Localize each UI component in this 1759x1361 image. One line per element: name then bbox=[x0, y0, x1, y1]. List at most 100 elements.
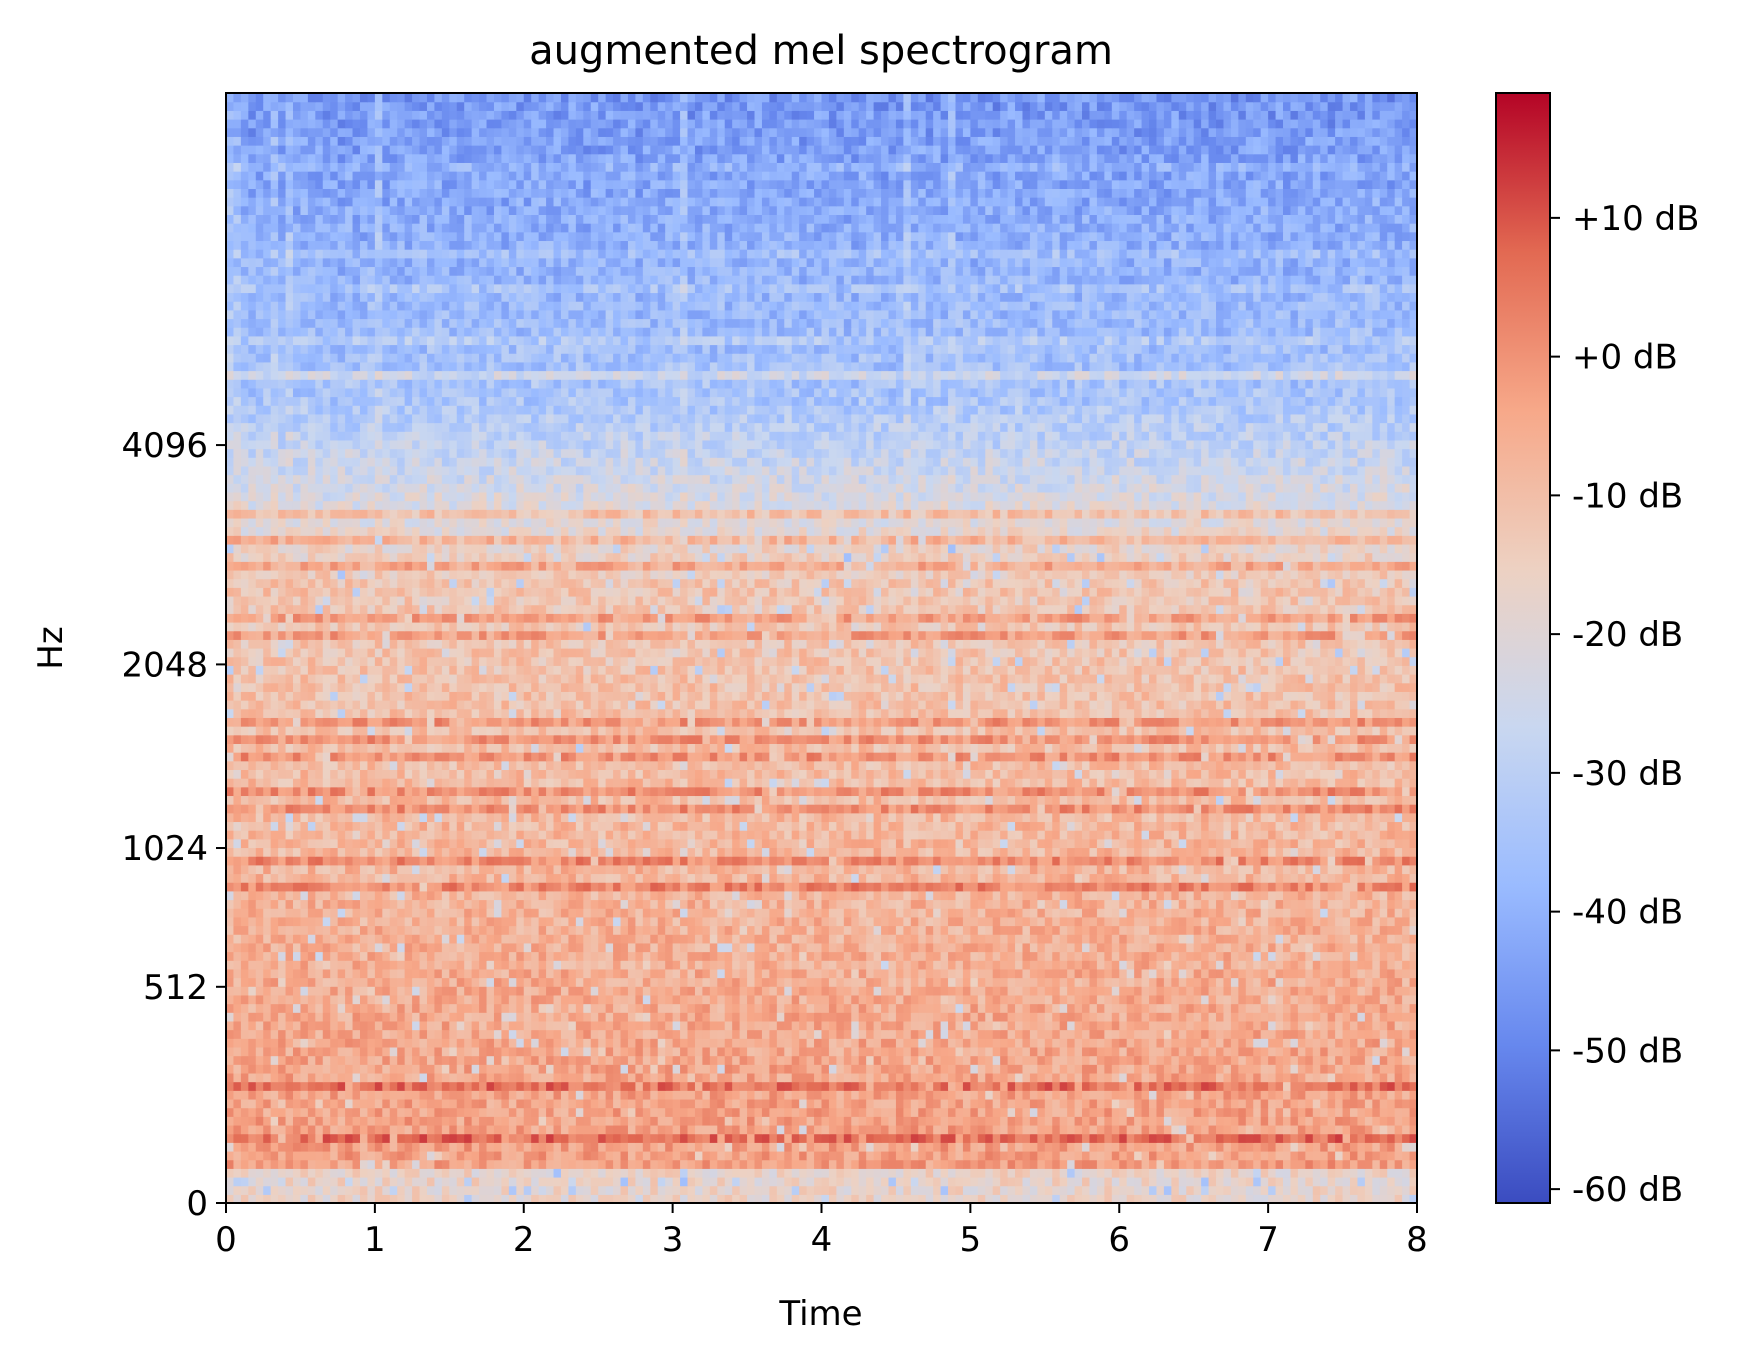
heatmap-cell bbox=[1156, 1064, 1165, 1074]
heatmap-cell bbox=[270, 1090, 279, 1100]
heatmap-cell bbox=[1186, 1185, 1195, 1195]
heatmap-cell bbox=[1201, 994, 1210, 1005]
heatmap-cell bbox=[1126, 977, 1135, 987]
heatmap-cell bbox=[456, 1012, 465, 1022]
heatmap-cell bbox=[546, 1081, 555, 1091]
heatmap-cell bbox=[1067, 960, 1076, 970]
heatmap-cell bbox=[851, 1038, 860, 1048]
heatmap-cell bbox=[754, 1081, 763, 1091]
heatmap-cell bbox=[1193, 1176, 1202, 1187]
heatmap-cell bbox=[1327, 1003, 1336, 1013]
heatmap-cell bbox=[828, 986, 837, 996]
heatmap-cell bbox=[464, 1090, 473, 1100]
heatmap-cell bbox=[635, 1072, 644, 1083]
heatmap-cell bbox=[851, 977, 860, 987]
heatmap-cell bbox=[1364, 1116, 1373, 1126]
heatmap-cell bbox=[1394, 951, 1403, 961]
heatmap-cell bbox=[1387, 1038, 1396, 1048]
heatmap-cell bbox=[486, 1064, 495, 1074]
heatmap-cell bbox=[389, 1012, 398, 1022]
heatmap-cell bbox=[464, 1038, 473, 1048]
heatmap-cell bbox=[665, 1072, 674, 1083]
heatmap-cell bbox=[1253, 1142, 1262, 1152]
heatmap-cell bbox=[1223, 994, 1232, 1005]
heatmap-cell bbox=[546, 1133, 555, 1143]
heatmap-cell bbox=[1193, 1003, 1202, 1013]
heatmap-cell bbox=[866, 1081, 875, 1091]
heatmap-cell bbox=[1283, 1090, 1292, 1100]
heatmap-cell bbox=[248, 1072, 257, 1083]
heatmap-cell bbox=[866, 1072, 875, 1083]
heatmap-cell bbox=[895, 1107, 904, 1117]
heatmap-cell bbox=[404, 1176, 413, 1187]
heatmap-cell bbox=[620, 994, 629, 1005]
heatmap-cell bbox=[1015, 1185, 1024, 1195]
heatmap-cell bbox=[292, 977, 302, 987]
heatmap-cell bbox=[955, 1020, 964, 1031]
heatmap-cell bbox=[933, 942, 942, 953]
heatmap-cell bbox=[516, 1029, 525, 1039]
heatmap-cell bbox=[449, 1194, 458, 1204]
heatmap-cell bbox=[1082, 1003, 1091, 1013]
heatmap-cell bbox=[1022, 1159, 1031, 1169]
heatmap-cell bbox=[397, 1020, 406, 1031]
heatmap-cell bbox=[903, 1133, 912, 1143]
heatmap-cell bbox=[1156, 1090, 1165, 1100]
heatmap-cell bbox=[791, 1038, 800, 1048]
heatmap-cell bbox=[836, 1038, 845, 1048]
heatmap-cell bbox=[1216, 1020, 1225, 1031]
heatmap-cell bbox=[322, 1150, 331, 1161]
heatmap-cell bbox=[464, 1003, 473, 1013]
heatmap-cell bbox=[1312, 1090, 1321, 1100]
heatmap-cell bbox=[1208, 1046, 1217, 1057]
heatmap-cell bbox=[1022, 1020, 1031, 1031]
heatmap-cell bbox=[1149, 986, 1158, 996]
heatmap-cell bbox=[345, 1038, 354, 1048]
heatmap-cell bbox=[479, 1150, 488, 1161]
heatmap-cell bbox=[866, 1090, 875, 1100]
heatmap-cell bbox=[1089, 1046, 1098, 1057]
heatmap-cell bbox=[843, 1046, 852, 1057]
heatmap-cell bbox=[828, 1098, 837, 1109]
heatmap-cell bbox=[1074, 1142, 1083, 1152]
heatmap-cell bbox=[292, 1133, 302, 1143]
heatmap-cell bbox=[449, 1116, 458, 1126]
heatmap-cell bbox=[292, 1055, 302, 1065]
heatmap-cell bbox=[687, 951, 696, 961]
heatmap-cell bbox=[501, 1029, 510, 1039]
heatmap-cell bbox=[307, 1055, 316, 1065]
heatmap-cell bbox=[508, 968, 517, 979]
heatmap-cell bbox=[300, 1012, 309, 1022]
heatmap-cell bbox=[263, 1012, 272, 1022]
heatmap-cell bbox=[836, 1098, 845, 1109]
heatmap-cell bbox=[613, 951, 622, 961]
heatmap-cell bbox=[1000, 1038, 1009, 1048]
heatmap-cell bbox=[962, 1046, 971, 1057]
heatmap-cell bbox=[1171, 1081, 1180, 1091]
heatmap-cell bbox=[650, 994, 659, 1005]
heatmap-cell bbox=[1253, 1168, 1262, 1178]
heatmap-cell bbox=[992, 1124, 1001, 1135]
heatmap-cell bbox=[933, 1038, 942, 1048]
heatmap-cell bbox=[754, 1150, 763, 1161]
heatmap-cell bbox=[1141, 1116, 1150, 1126]
heatmap-cell bbox=[665, 1168, 674, 1178]
heatmap-cell bbox=[858, 1150, 867, 1161]
heatmap-cell bbox=[895, 1142, 904, 1152]
heatmap-cell bbox=[910, 942, 919, 953]
heatmap-cell bbox=[1015, 1012, 1024, 1022]
heatmap-cell bbox=[1364, 1098, 1373, 1109]
heatmap-cell bbox=[583, 1124, 592, 1135]
heatmap-cell bbox=[821, 1003, 830, 1013]
heatmap-cell bbox=[881, 1124, 890, 1135]
heatmap-cell bbox=[806, 968, 815, 979]
heatmap-cell bbox=[635, 1055, 644, 1065]
heatmap-cell bbox=[523, 977, 532, 987]
heatmap-cell bbox=[575, 1003, 584, 1013]
heatmap-cell bbox=[397, 1012, 406, 1022]
heatmap-cell bbox=[806, 1072, 815, 1083]
heatmap-cell bbox=[345, 1185, 354, 1195]
heatmap-cell bbox=[858, 1168, 867, 1178]
heatmap-cell bbox=[694, 1168, 703, 1178]
heatmap-cell bbox=[449, 994, 458, 1005]
